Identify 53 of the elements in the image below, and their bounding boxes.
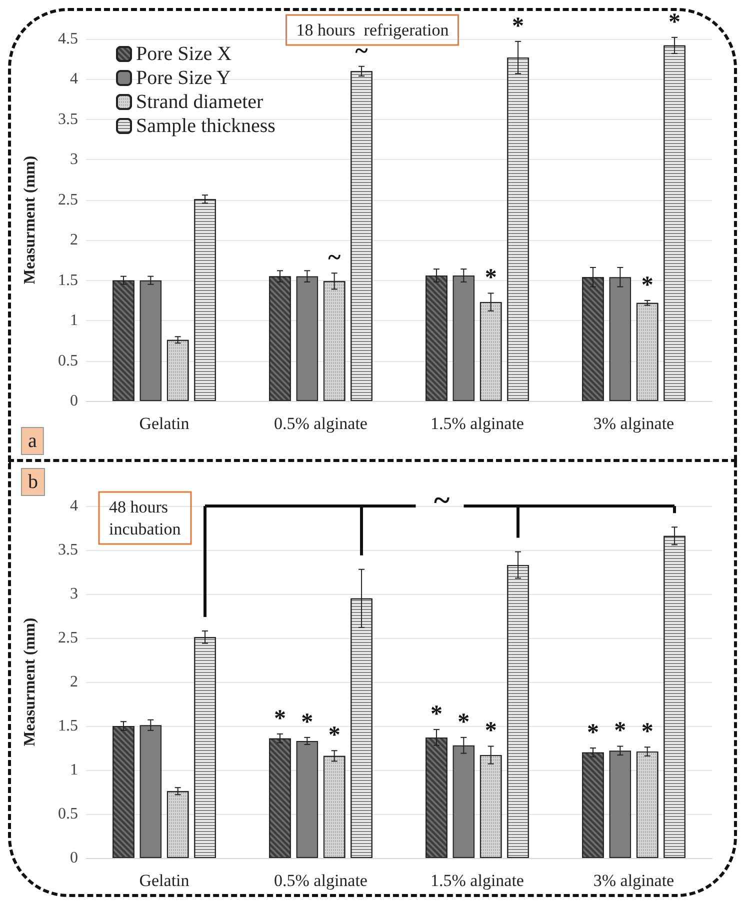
y-tick-label: 0	[70, 850, 78, 866]
x-tick-label: 1.5% alginate	[430, 414, 524, 433]
y-tick-label: 2	[70, 232, 78, 249]
y-tick-label: 3.5	[58, 542, 78, 558]
y-tick-label: 2.5	[58, 191, 78, 208]
y-tick-label: 0	[70, 392, 78, 410]
y-axis-title: Measurment (mm)	[22, 156, 38, 284]
data-label: *	[458, 709, 470, 736]
y-tick-label: 3	[70, 151, 78, 168]
data-label: *	[484, 718, 497, 744]
data-label: ~	[355, 38, 368, 64]
data-label: *	[668, 9, 681, 36]
legend-label: Pore Size X	[136, 43, 232, 65]
legend-label: Strand diameter	[136, 91, 264, 113]
data-label: ~	[328, 245, 342, 272]
y-tick-label: 1.5	[58, 272, 78, 289]
data-label: *	[641, 272, 654, 298]
x-tick-label: 1.5% alginate	[430, 871, 524, 890]
y-tick-label: 1	[70, 312, 78, 330]
x-tick-label: 0.5% alginate	[274, 871, 368, 890]
x-tick-label: Gelatin	[139, 871, 190, 890]
y-tick-label: 0.5	[58, 352, 78, 370]
chart-title: 18 hours refrigeration	[296, 20, 450, 40]
text: b	[28, 471, 38, 493]
y-axis-title: Measurment (mm)	[22, 618, 38, 746]
text: a	[28, 430, 37, 452]
y-tick-label: 1	[70, 762, 78, 778]
y-tick-label: 4.5	[58, 30, 78, 48]
annotation: ~	[432, 484, 451, 517]
chart-title: 48 hours incubation	[109, 498, 182, 538]
data-label: *	[274, 706, 286, 732]
y-tick-label: 2	[70, 674, 78, 690]
x-tick-label: 0.5% alginate	[274, 414, 368, 433]
x-tick-label: Gelatin	[139, 414, 190, 433]
data-label: *	[614, 718, 626, 744]
data-label: *	[641, 719, 654, 746]
x-tick-label: 3% alginate	[593, 414, 674, 433]
data-label: *	[512, 13, 524, 40]
data-label: *	[586, 720, 599, 746]
legend-label: Pore Size Y	[136, 67, 231, 89]
legend-label: Sample thickness	[136, 115, 276, 137]
x-tick-label: 3% alginate	[593, 871, 674, 890]
y-tick-label: 4	[70, 498, 78, 514]
y-tick-label: 4	[70, 70, 78, 88]
y-tick-label: 3	[70, 586, 78, 602]
y-tick-label: 2.5	[58, 630, 78, 646]
data-label: *	[484, 265, 497, 292]
data-label: *	[328, 722, 340, 749]
y-tick-label: 0.5	[58, 806, 78, 822]
data-label: *	[301, 709, 314, 736]
data-label: *	[430, 702, 442, 728]
y-tick-label: 1.5	[58, 718, 78, 734]
y-tick-label: 3.5	[58, 110, 78, 128]
